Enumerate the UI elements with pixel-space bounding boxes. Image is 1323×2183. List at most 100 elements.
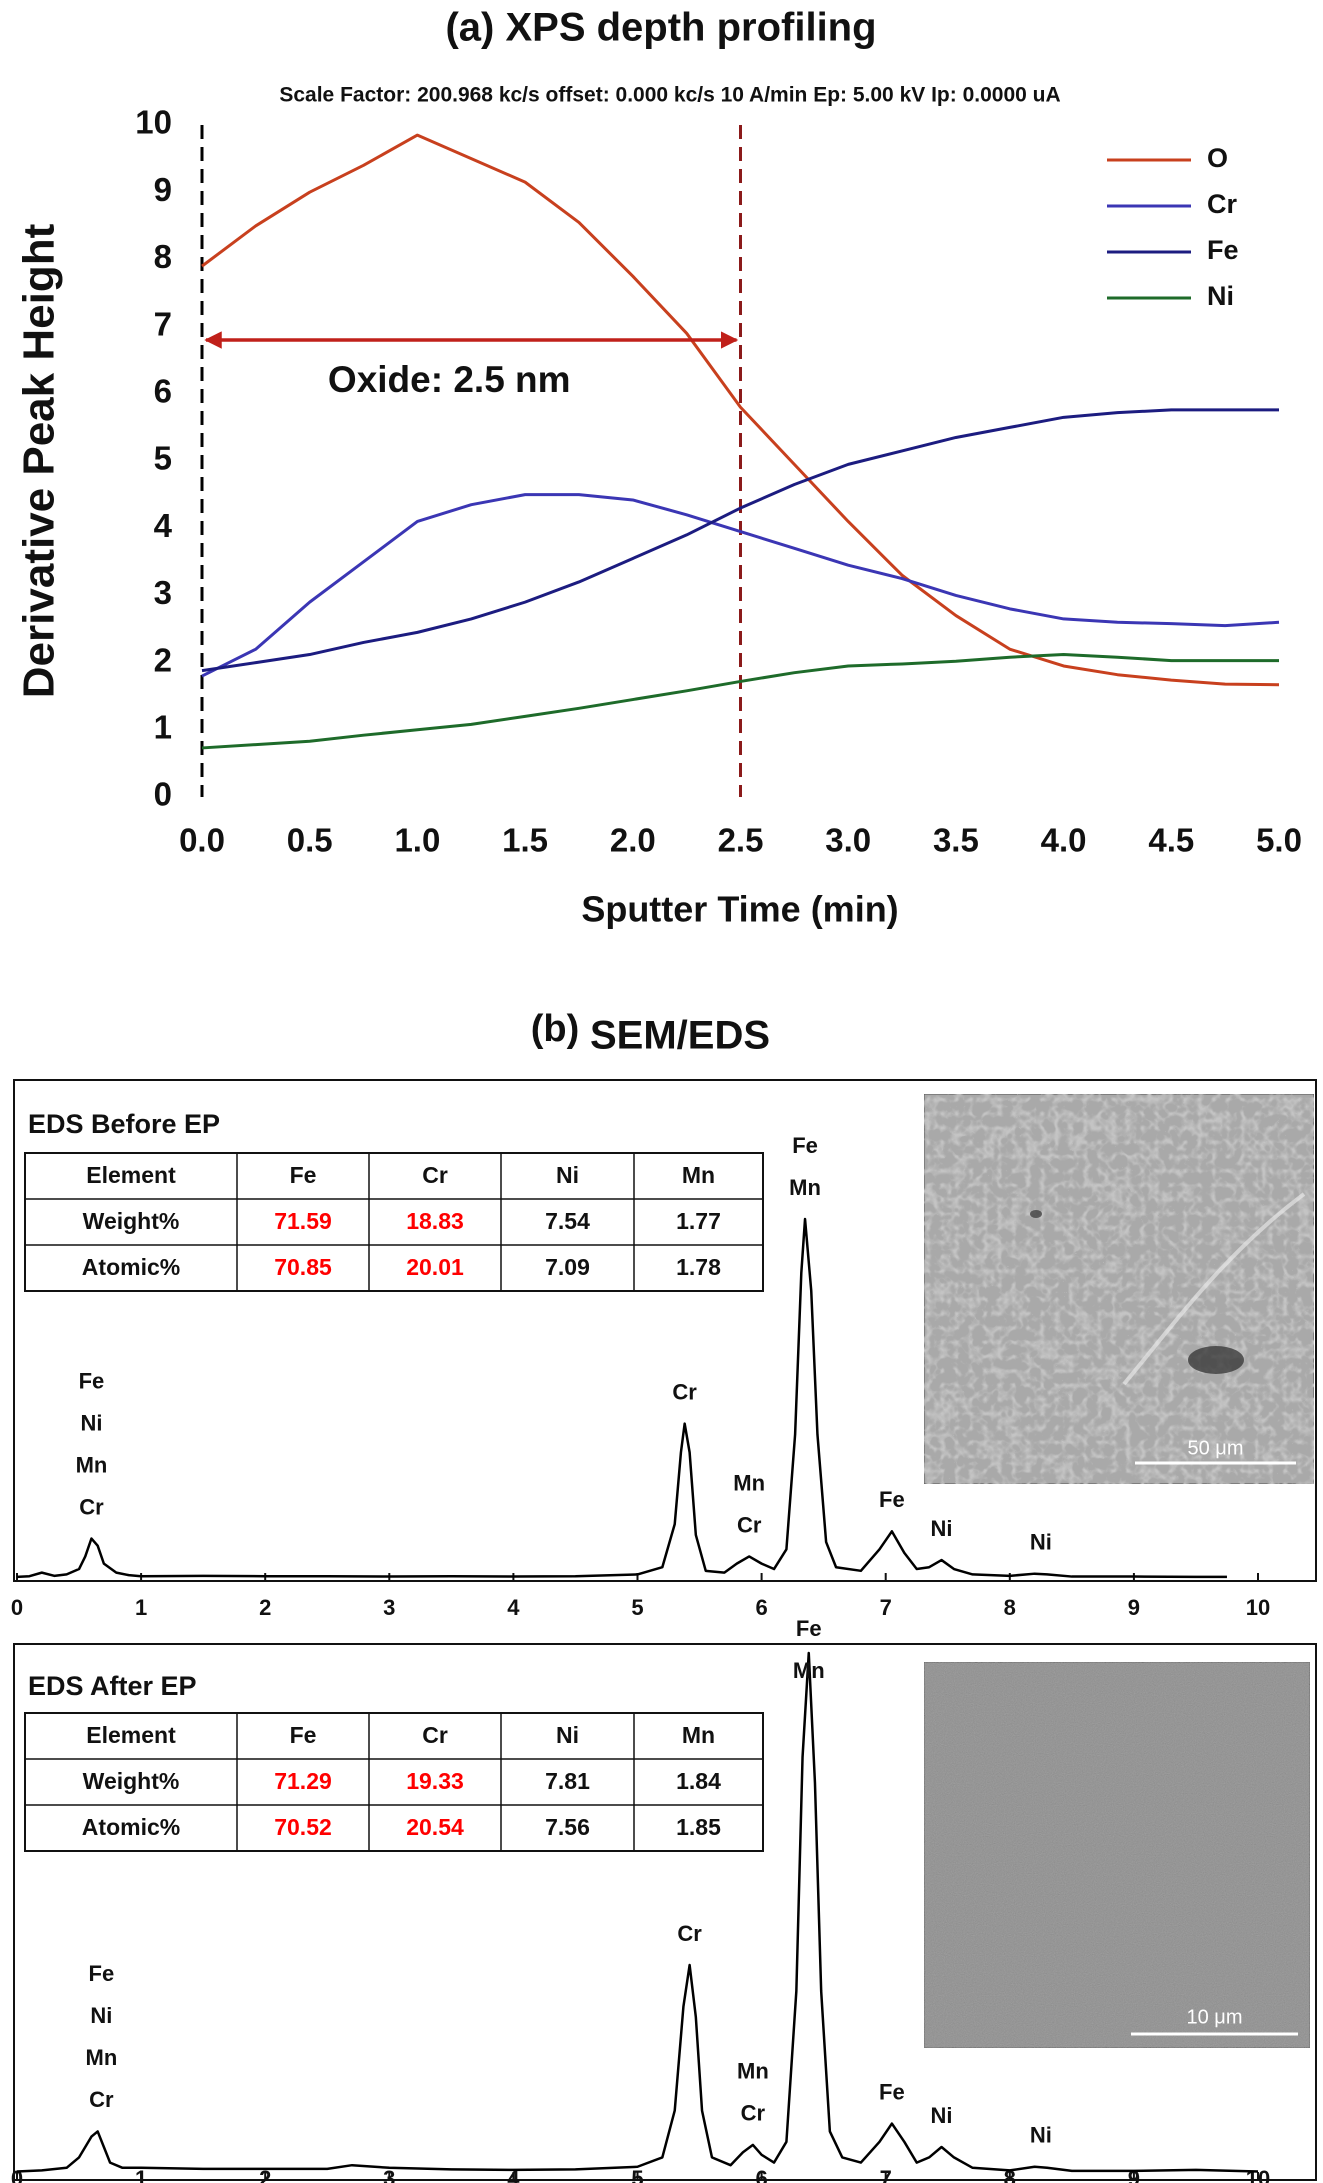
peak-label: Ni [1030,1530,1052,1555]
x-tick-label: 8 [1004,2166,1016,2183]
peak-label: Fe [792,1133,818,1158]
data-line [201,493,1280,678]
scale-bar-label: 50 μm [1188,1437,1244,1459]
x-tick-label: 9 [1128,2166,1140,2183]
table-header-cell: Ni [556,1162,579,1188]
x-tick-label: 8 [1004,1595,1016,1620]
section-label: (b) [531,1008,580,1050]
table-cell: 7.56 [545,1814,590,1840]
peak-label: Fe [879,1487,905,1512]
y-tick-label: 10 [135,104,172,141]
y-tick-label: 8 [154,238,172,275]
x-tick-label: 2.0 [610,822,656,859]
x-tick-label: 0.5 [287,822,333,859]
sem-image [923,1093,1315,1485]
x-tick-label: 0 [11,1595,23,1620]
peak-label: Ni [80,1410,102,1435]
table-cell: 18.83 [406,1208,464,1234]
table-cell: 7.81 [545,1768,590,1794]
x-tick-label: 0 [11,2166,23,2183]
x-tick-label: 4 [507,2166,520,2183]
x-tick-label: 2 [259,1595,271,1620]
x-tick-label: 6 [755,1595,767,1620]
table-header-cell: Fe [290,1722,317,1748]
y-tick-label: 0 [154,776,172,813]
section-title: SEM/EDS [590,1014,770,1058]
peak-label: Cr [741,2101,766,2126]
table-cell: 19.33 [406,1768,464,1794]
panel-frame [13,1643,1317,2181]
annotation-text: Oxide: 2.5 nm [328,359,571,400]
x-tick-label: 2 [259,2166,271,2183]
peak-label: Cr [89,2087,114,2112]
x-tick-label: 4.5 [1148,822,1194,859]
table-header-cell: Fe [290,1162,317,1188]
x-tick-label: 1 [135,1595,147,1620]
x-tick-label: 3 [383,2166,395,2183]
table-cell: Atomic% [82,1814,180,1840]
peak-label: Ni [90,2003,112,2028]
y-tick-label: 1 [154,709,172,746]
spectrum-line [16,1217,1227,1579]
table-header-cell: Mn [682,1722,715,1748]
table-cell: Weight% [83,1208,180,1234]
peak-label: Ni [931,2103,953,2128]
table-cell: 7.09 [545,1254,590,1280]
sem-feature [1122,1192,1306,1386]
peak-label: Cr [677,1921,702,1946]
x-tick-label: 5.0 [1256,822,1302,859]
table-cell: 7.54 [545,1208,590,1234]
x-tick-label: 5 [631,1595,643,1620]
peak-label: Ni [1030,2123,1052,2148]
table-cell: 71.29 [274,1768,332,1794]
x-tick-label: 4 [507,1595,520,1620]
x-tick-label: 4.0 [1041,822,1087,859]
x-tick-label: 0.0 [179,822,225,859]
y-tick-label: 5 [154,440,172,477]
peak-label: Mn [86,2045,118,2070]
table-cell: 71.59 [274,1208,332,1234]
table-cell: 1.84 [676,1768,721,1794]
table-cell: 70.52 [274,1814,332,1840]
table-title: EDS After EP [28,1671,197,1701]
table-cell: 1.77 [676,1208,721,1234]
x-tick-label: 7 [880,2166,892,2183]
x-tick-label: 5 [631,2166,643,2183]
legend-label: Cr [1207,189,1237,219]
chart-subtitle: Scale Factor: 200.968 kc/s offset: 0.000… [279,84,1060,107]
x-tick-label: 1.0 [394,822,440,859]
table-cell: Weight% [83,1768,180,1794]
panel-frame [13,1079,1317,1582]
table-cell: 1.85 [676,1814,721,1840]
peak-label: Cr [672,1379,697,1404]
peak-label: Cr [79,1494,104,1519]
data-line [201,653,1279,750]
sem-image [923,1661,1311,2049]
peak-label: Mn [733,1470,765,1495]
table-background [24,1712,764,1852]
x-tick-label: 3 [383,1595,395,1620]
table-header-cell: Cr [422,1722,448,1748]
table-cell: 20.54 [406,1814,464,1840]
peak-label: Mn [789,1175,821,1200]
x-tick-label: 2.5 [718,822,764,859]
data-line [201,408,1279,673]
x-tick-label: 1 [135,2166,147,2183]
peak-label: Fe [879,2079,905,2104]
legend-label: Ni [1207,281,1234,311]
x-tick-label: 7 [880,1595,892,1620]
x-tick-label: 6 [755,2166,767,2183]
peak-label: Fe [796,1616,822,1641]
table-cell: Atomic% [82,1254,180,1280]
data-line [201,133,1280,687]
x-tick-label: 9 [1128,1595,1140,1620]
y-tick-label: 4 [154,507,173,544]
legend-label: O [1207,143,1228,173]
y-tick-label: 9 [154,171,172,208]
spectrum-line [16,1651,1259,2173]
table-header-cell: Ni [556,1722,579,1748]
table-title: EDS Before EP [28,1109,220,1139]
x-tick-label: 1.5 [502,822,548,859]
